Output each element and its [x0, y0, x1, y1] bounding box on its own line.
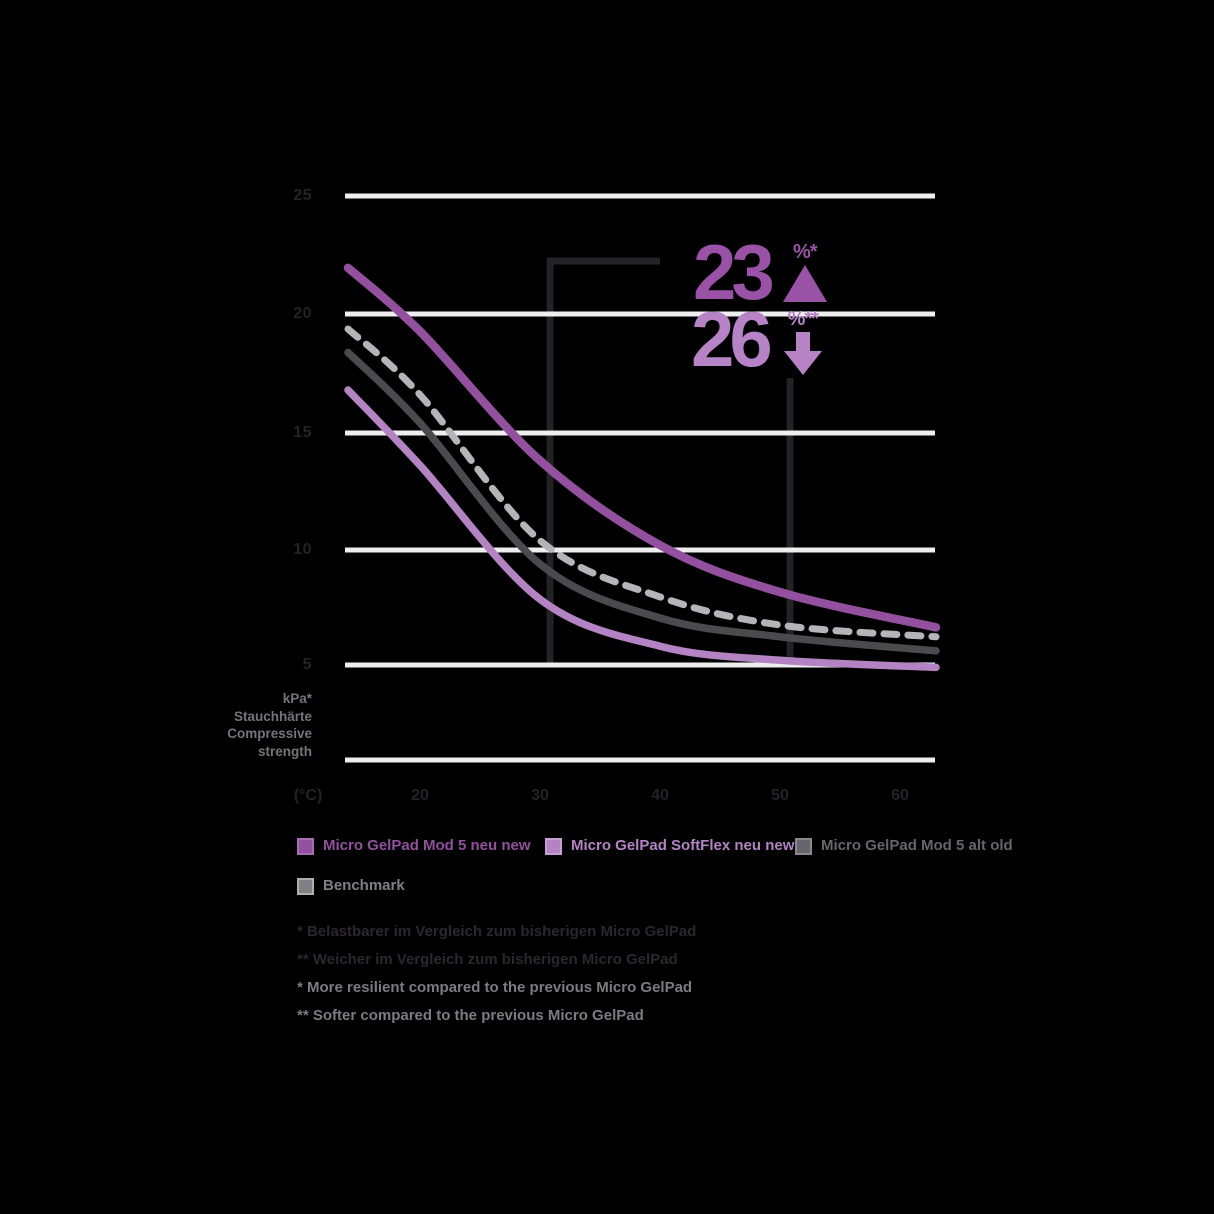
series-curve-0 — [344, 325, 940, 641]
legend-label: Benchmark — [323, 877, 405, 894]
legend-item-benchmark: Benchmark — [297, 877, 405, 895]
legend-item-softflex-new: Micro GelPad SoftFlex neu new — [545, 837, 794, 855]
annotation-value: 26 — [691, 295, 773, 383]
bracket-left-line — [546, 257, 660, 665]
x-tick-label: 30 — [531, 787, 549, 804]
legend-label: Micro GelPad SoftFlex neu new — [571, 837, 795, 854]
x-tick-label: 20 — [411, 787, 429, 804]
x-tick-label: 40 — [651, 787, 669, 804]
arrow-up-icon — [782, 265, 827, 302]
y-tick-label: 20 — [293, 305, 312, 322]
annotation-unit: %* — [792, 241, 818, 263]
x-axis-unit-label: (°C) — [293, 787, 323, 804]
legend-swatch — [297, 837, 314, 855]
comparison-bracket — [546, 257, 794, 665]
y-tick-label: 5 — [302, 656, 312, 673]
y-axis-title-line: strength — [258, 743, 312, 759]
gridlines — [345, 193, 935, 763]
series-curve-1 — [344, 348, 940, 655]
series-curve-3 — [343, 263, 941, 632]
footnote-en-softer: ** Softer compared to the previous Micro… — [297, 1007, 644, 1024]
footnote-en-resilient: * More resilient compared to the previou… — [297, 979, 693, 996]
legend-label: Micro GelPad Mod 5 alt old — [821, 837, 1013, 854]
y-tick-label: 10 — [293, 541, 312, 558]
annotation-value: 23 — [693, 228, 775, 316]
annotation-increase: 23 %* — [693, 228, 828, 316]
arrow-down-icon — [783, 332, 822, 375]
legend-item-mod5-old: Micro GelPad Mod 5 alt old — [795, 837, 1013, 855]
legend-swatch — [297, 877, 314, 895]
x-tick-label: 60 — [891, 787, 909, 804]
legend-swatch — [795, 837, 812, 855]
footnote-de-softer: ** Weicher im Vergleich zum bisherigen M… — [297, 951, 678, 968]
series-curves — [343, 263, 941, 672]
y-axis-title-line: kPa* — [282, 691, 312, 706]
y-tick-label: 25 — [293, 187, 312, 204]
legend-item-mod5-new: Micro GelPad Mod 5 neu new — [297, 837, 531, 855]
x-tick-label: 50 — [771, 787, 789, 804]
annotation-unit: %** — [787, 308, 819, 330]
series-curve-2 — [344, 386, 940, 672]
footnote-de-resilient: * Belastbarer im Vergleich zum bisherige… — [297, 923, 697, 940]
y-tick-label: 15 — [293, 424, 312, 441]
legend-label: Micro GelPad Mod 5 neu new — [323, 837, 531, 854]
annotation-decrease: 26 %** — [691, 295, 826, 383]
y-axis-title-line: Stauchhärte — [233, 708, 312, 724]
y-axis-title: kPa* Stauchhärte Compressive strength — [150, 690, 312, 760]
legend-swatch — [545, 837, 562, 855]
y-axis-title-line: Compressive — [227, 726, 312, 741]
